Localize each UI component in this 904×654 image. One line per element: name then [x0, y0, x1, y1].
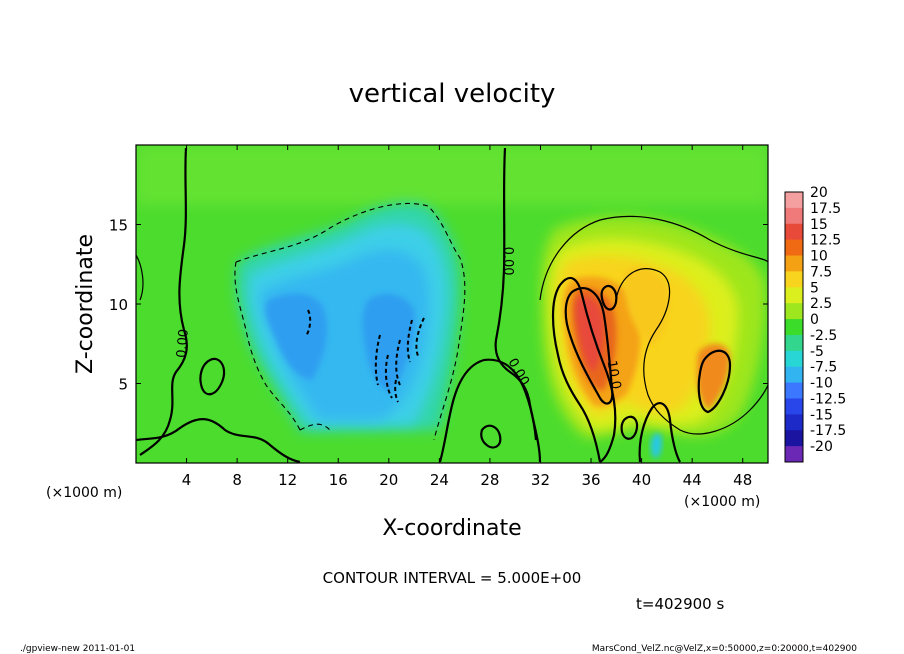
- contour-label: 10.0: [604, 359, 624, 390]
- x-tick-label: 32: [531, 471, 550, 489]
- contour-five-outline: [539, 215, 768, 301]
- colorbar-label: 17.5: [810, 201, 841, 217]
- x-tick-label: 36: [581, 471, 600, 489]
- colorbar-swatch: [785, 350, 803, 368]
- colorbar-label: 20: [810, 185, 828, 201]
- x-tick-label: 4: [182, 471, 192, 489]
- y-axis: 5 10 15: [109, 217, 768, 394]
- colorbar-label: -7.5: [810, 360, 837, 376]
- colorbar-swatch: [785, 255, 803, 272]
- colorbar-label: -12.5: [810, 391, 846, 407]
- colorbar-swatch: [785, 414, 803, 431]
- colorbar-swatch: [785, 239, 803, 257]
- x-axis: 4 8 12 16 20 24 28 32 36 40 44 48: [182, 145, 752, 489]
- contour-zero-right: [551, 276, 617, 463]
- contour-interval-text: CONTOUR INTERVAL = 5.000E+00: [323, 569, 582, 587]
- contour-zero-bubble: [480, 424, 502, 449]
- contour-five-inner: [615, 268, 768, 435]
- contour-zero-lower-right: [638, 402, 681, 463]
- updraft-region: [541, 216, 766, 439]
- time-text: t=402900 s: [636, 595, 724, 613]
- x-unit-label-right: (×1000 m): [684, 494, 760, 510]
- y-tick-label: 5: [118, 376, 128, 394]
- x-tick-label: 20: [379, 471, 398, 489]
- colorbar-swatch: [785, 303, 803, 320]
- contour-ten-right: [697, 349, 732, 414]
- x-tick-label: 44: [683, 471, 702, 489]
- contour-label: 0.00: [500, 247, 515, 276]
- colorbar-label: 0: [810, 312, 819, 328]
- contour-ten-left: [564, 287, 614, 405]
- x-tick-label: 48: [733, 471, 752, 489]
- small-downdraft-spot: [650, 433, 662, 459]
- colorbar-swatch: [785, 334, 803, 352]
- contour-labels: 0.000.000.00 10.0: [174, 247, 623, 391]
- colorbar-swatch: [785, 319, 803, 336]
- footer-right: MarsCond_VelZ.nc@VelZ,x=0:50000,z=0:2000…: [592, 644, 857, 654]
- colorbar-label: -10: [810, 376, 833, 392]
- contour-zero-left-loop: [199, 357, 226, 396]
- x-tick-label: 40: [632, 471, 651, 489]
- colorbar-swatch: [785, 398, 803, 415]
- x-tick-label: 16: [329, 471, 348, 489]
- colorbar-label: 2.5: [810, 296, 832, 312]
- x-tick-label: 12: [278, 471, 297, 489]
- field-upper-band: [136, 145, 768, 205]
- colorbar-label: 5: [810, 280, 819, 296]
- y-axis-label: Z-coordinate: [73, 234, 98, 374]
- contour-zero-left: [139, 147, 188, 456]
- colorbar-label: 7.5: [810, 264, 832, 280]
- colorbar-label: 10: [810, 249, 828, 265]
- colorbar-swatch: [785, 366, 803, 384]
- footer-left: ./gpview-new 2011-01-01: [20, 644, 135, 654]
- y-tick-label: 15: [109, 217, 128, 235]
- colorbar-label: -5: [810, 344, 824, 360]
- colorbar-swatch: [785, 446, 803, 463]
- chart-title: vertical velocity: [349, 79, 556, 109]
- colorbar: 2017.51512.5107.552.50-2.5-5-7.5-10-12.5…: [784, 185, 846, 463]
- x-tick-label: 28: [480, 471, 499, 489]
- colorbar-label: -15: [810, 407, 833, 423]
- colorbar-label: 15: [810, 217, 828, 233]
- x-unit-label-left: (×1000 m): [46, 485, 122, 501]
- colorbar-swatch: [785, 430, 803, 447]
- contour-lines: [136, 147, 768, 463]
- colorbar-label: -2.5: [810, 328, 837, 344]
- colorbar-swatch: [785, 271, 803, 288]
- plot-area: 0.000.000.00 10.0: [136, 145, 768, 463]
- colorbar-frame: [784, 191, 804, 463]
- contour-neg-five: [234, 202, 466, 441]
- colorbar-swatch: [785, 287, 803, 304]
- contour-label: 0.00: [174, 328, 191, 358]
- colorbar-label: 12.5: [810, 233, 841, 249]
- contour-ten-inner: [600, 284, 618, 311]
- y-tick-label: 10: [109, 296, 128, 314]
- contour-zero-bottom-middle: [438, 358, 538, 463]
- colorbar-label: -20: [810, 439, 833, 455]
- x-axis-label: X-coordinate: [382, 516, 521, 541]
- contour-zero-updraft-bumps: [620, 415, 639, 440]
- colorbar-swatch: [785, 207, 803, 225]
- x-tick-label: 8: [232, 471, 242, 489]
- colorbar-swatch: [785, 223, 803, 241]
- contour-zero-bottom-left: [136, 418, 301, 463]
- contour-neg-ten-a: [305, 309, 312, 337]
- x-tick-label: 24: [430, 471, 449, 489]
- colorbar-label: -17.5: [810, 423, 846, 439]
- contour-left-margin: [136, 254, 144, 301]
- colorbar-swatch: [785, 382, 803, 399]
- contour-neg-ten-b: [374, 317, 425, 403]
- colorbar-swatch: [785, 192, 803, 209]
